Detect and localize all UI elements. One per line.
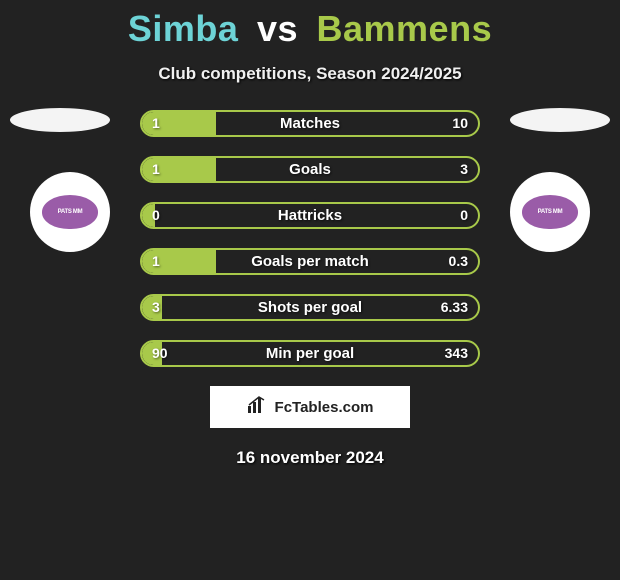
player2-name: Bammens [317, 8, 493, 49]
brand-box[interactable]: FcTables.com [210, 386, 410, 428]
stat-label: Shots per goal [142, 296, 478, 319]
stat-label: Min per goal [142, 342, 478, 365]
vs-label: vs [257, 8, 298, 49]
stat-bar: 110Matches [140, 110, 480, 137]
player2-photo-placeholder [510, 108, 610, 132]
player1-name: Simba [128, 8, 239, 49]
club-badge-icon: PATS MM [42, 195, 98, 229]
page-title: Simba vs Bammens [0, 8, 620, 50]
stat-bar: 10.3Goals per match [140, 248, 480, 275]
stat-bar: 90343Min per goal [140, 340, 480, 367]
player1-photo-placeholder [10, 108, 110, 132]
stat-label: Hattricks [142, 204, 478, 227]
stat-bar: 00Hattricks [140, 202, 480, 229]
stat-bar: 36.33Shots per goal [140, 294, 480, 321]
player2-club-badge: PATS MM [510, 172, 590, 252]
stat-label: Matches [142, 112, 478, 135]
stat-bars: 110Matches 13Goals 00Hattricks 10.3Goals pe… [140, 110, 480, 367]
stat-label: Goals per match [142, 250, 478, 273]
brand-label: FcTables.com [275, 399, 374, 416]
chart-icon [247, 396, 269, 419]
subtitle: Club competitions, Season 2024/2025 [0, 64, 620, 84]
content-area: PATS MM PATS MM 110Matches 13Goals 00Hattr… [0, 110, 620, 468]
date-label: 16 november 2024 [0, 448, 620, 468]
comparison-card: Simba vs Bammens Club competitions, Seas… [0, 0, 620, 580]
stat-bar: 13Goals [140, 156, 480, 183]
player1-club-badge: PATS MM [30, 172, 110, 252]
stat-label: Goals [142, 158, 478, 181]
club-badge-icon: PATS MM [522, 195, 578, 229]
